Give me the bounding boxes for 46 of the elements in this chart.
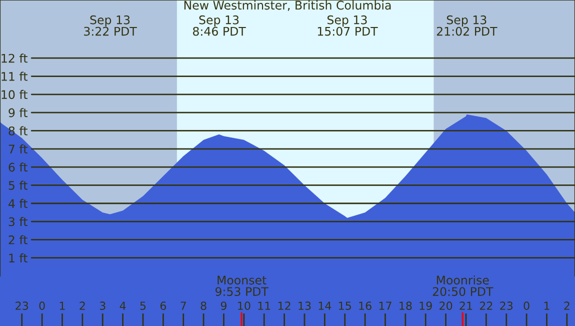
x-tick-label: 1 xyxy=(544,302,550,310)
x-tick-label: 4 xyxy=(120,302,126,310)
x-tick-label: 9 xyxy=(220,302,226,310)
x-tick-label: 21 xyxy=(460,302,472,310)
x-tick-label: 0 xyxy=(39,302,45,310)
x-tick-label: 8 xyxy=(200,302,206,310)
x-tick-label: 14 xyxy=(318,302,332,310)
annotation: Sep 13 21:02 PDT xyxy=(436,15,498,36)
x-tick-label: 3 xyxy=(100,302,106,310)
x-tick-label: 20 xyxy=(440,302,452,310)
x-tick-label: 17 xyxy=(379,302,392,310)
x-tick-label: 5 xyxy=(140,302,146,310)
x-tick-label: 0 xyxy=(524,302,530,310)
y-tick-label: 7 ft xyxy=(8,144,28,154)
x-tick-label: 16 xyxy=(359,302,372,310)
x-tick-label: 11 xyxy=(258,302,270,310)
x-tick-label: 23 xyxy=(16,302,28,310)
y-tick-label: 4 ft xyxy=(8,198,28,208)
annotation: Sep 13 15:07 PDT xyxy=(318,15,378,36)
x-tick-label: 10 xyxy=(238,302,250,310)
x-tick-label: 13 xyxy=(298,302,311,310)
x-tick-label: 18 xyxy=(400,302,412,310)
ref-line-label: Moonset 9:53 PDT xyxy=(215,276,268,296)
x-tick-label: 2 xyxy=(564,302,570,310)
y-tick-label: 10 ft xyxy=(2,90,28,100)
x-tick-label: 22 xyxy=(480,302,492,310)
x-tick-label: 6 xyxy=(160,302,166,310)
y-tick-label: 1 ft xyxy=(9,253,28,262)
x-tick-label: 7 xyxy=(180,302,186,310)
y-tick-label: 6 ft xyxy=(8,162,28,172)
chart-title: New Westminster, British Columbia xyxy=(184,0,391,11)
y-tick-label: 3 ft xyxy=(8,217,28,226)
x-tick-label: 12 xyxy=(278,302,290,310)
x-tick-label: 15 xyxy=(339,302,351,310)
y-tick-label: 5 ft xyxy=(8,180,28,190)
y-tick-label: 11 ft xyxy=(2,72,28,81)
x-tick-label: 2 xyxy=(80,302,85,310)
annotation: Sep 13 8:46 PDT xyxy=(192,15,246,36)
ref-line-label: Moonrise 20:50 PDT xyxy=(432,275,494,296)
annotation: Sep 13 3:22 PDT xyxy=(84,15,137,36)
y-tick-label: 12 ft xyxy=(2,54,28,63)
x-tick-label: 1 xyxy=(60,302,65,310)
x-tick-label: 23 xyxy=(500,302,513,310)
y-tick-label: 2 ft xyxy=(8,235,28,244)
x-tick-label: 19 xyxy=(420,302,432,310)
y-tick-label: 9 ft xyxy=(8,108,28,118)
